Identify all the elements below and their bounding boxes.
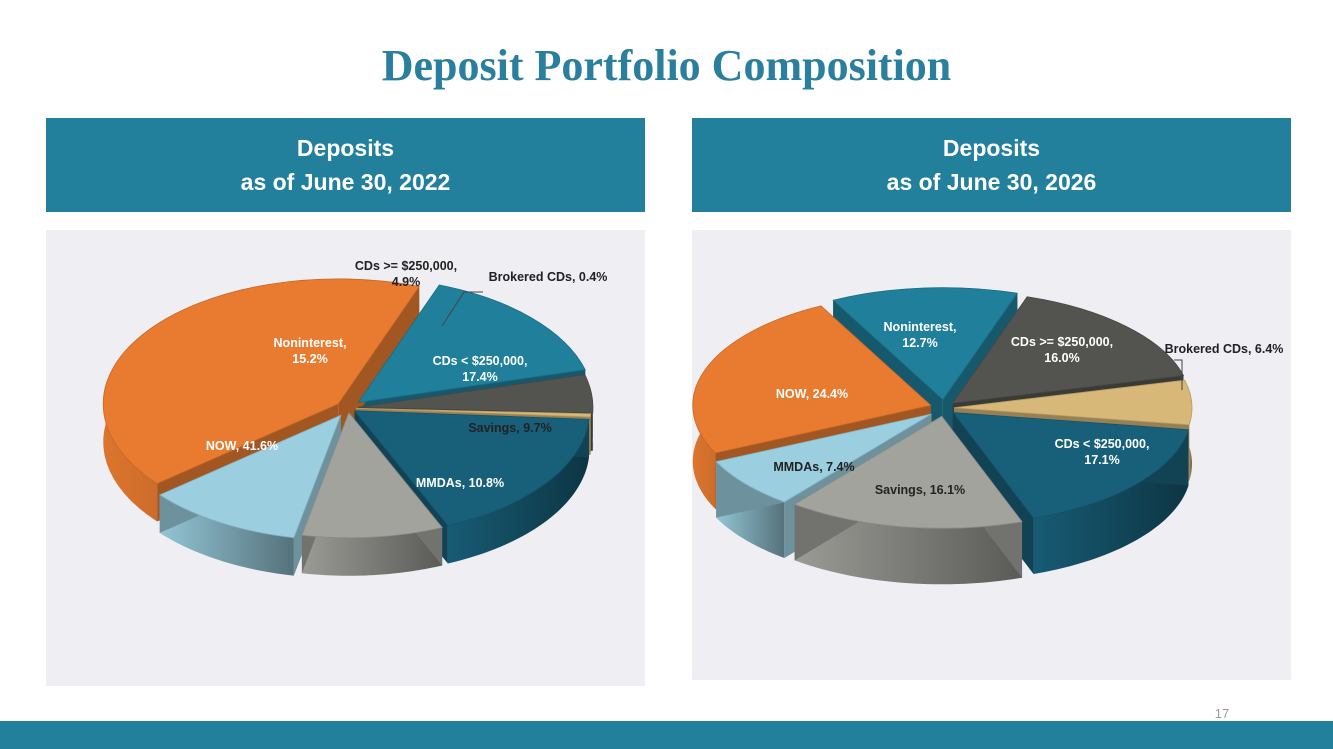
pie-slice-brokered-cds	[953, 379, 1193, 426]
pie-slice-noninterest	[357, 284, 586, 403]
pie-side-cds-250-000	[1033, 429, 1189, 575]
pie-slice-cds-250-000	[353, 410, 590, 526]
pie-labels: NOW, 41.6% Noninterest, 15.2% CDs >= $250,0…	[206, 259, 608, 490]
footer-bar	[0, 721, 1333, 749]
pie-tops	[102, 278, 594, 539]
right-chart-panel: NOW, 24.4% Noninterest, 12.7% CDs >= $250,0…	[692, 230, 1291, 680]
pie-side-savings	[301, 527, 443, 576]
data-label-mmdas: MMDAs, 10.8%	[416, 476, 504, 490]
data-label-cds-250-000: CDs >= $250,000, 16.0%	[1011, 335, 1113, 365]
pie-slice-now	[692, 305, 932, 454]
data-label-cds-250-000: CDs >= $250,000, 4.9%	[355, 259, 457, 289]
pie-slice-savings	[793, 415, 1023, 529]
pie-slice-now	[102, 278, 420, 484]
left-chart-header-line2: as of June 30, 2022	[240, 169, 451, 195]
data-label-brokered-cds: Brokered CDs, 6.4%	[1165, 342, 1284, 356]
pie-slice-brokered-cds	[355, 407, 592, 418]
page-title: Deposit Portfolio Composition	[381, 41, 952, 90]
pie-tops	[692, 287, 1193, 529]
pie-slice-noninterest	[832, 287, 1019, 401]
right-pie-chart: NOW, 24.4% Noninterest, 12.7% CDs >= $250,0…	[692, 287, 1283, 585]
data-label-brokered-cds: Brokered CDs, 0.4%	[489, 270, 608, 284]
right-chart-header-line1: Deposits	[942, 135, 1041, 161]
pie-slice-mmdas	[715, 413, 932, 503]
data-label-savings: Savings, 9.7%	[468, 421, 551, 435]
pie-labels: NOW, 24.4% Noninterest, 12.7% CDs >= $250,0…	[773, 320, 1283, 497]
pie-wall-now-1	[338, 286, 420, 442]
page-number: 17	[1214, 706, 1230, 721]
data-label-now: NOW, 41.6%	[206, 439, 278, 453]
data-label-savings: Savings, 16.1%	[875, 483, 965, 497]
leader-line-brokered-cds	[1174, 359, 1183, 390]
data-label-noninterest: Noninterest, 15.2%	[274, 336, 347, 366]
left-chart-panel: NOW, 41.6% Noninterest, 15.2% CDs >= $250,0…	[46, 230, 645, 686]
right-chart-header-line2: as of June 30, 2026	[886, 169, 1097, 195]
pie-slice-cds-250-000	[357, 374, 594, 414]
left-pie-chart: NOW, 41.6% Noninterest, 15.2% CDs >= $250,0…	[102, 259, 608, 576]
left-chart-header: Deposits as of June 30, 2022	[46, 118, 645, 212]
right-chart-header: Deposits as of June 30, 2026	[692, 118, 1291, 212]
pie-slice-savings	[301, 411, 443, 539]
data-label-cds-250-000: CDs < $250,000, 17.4%	[433, 354, 528, 384]
data-label-cds-250-000: CDs < $250,000, 17.1%	[1055, 437, 1150, 467]
data-label-now: NOW, 24.4%	[776, 387, 848, 401]
pie-side-cds-250-000	[447, 419, 589, 564]
left-chart-header-line1: Deposits	[296, 135, 395, 161]
pie-slice-cds-250-000	[951, 296, 1185, 404]
leader-line-brokered-cds	[441, 291, 483, 327]
data-label-mmdas: MMDAs, 7.4%	[773, 460, 854, 474]
pie-slice-cds-250-000	[952, 412, 1190, 519]
data-label-noninterest: Noninterest, 12.7%	[884, 320, 957, 350]
pie-slice-mmdas	[158, 414, 342, 539]
